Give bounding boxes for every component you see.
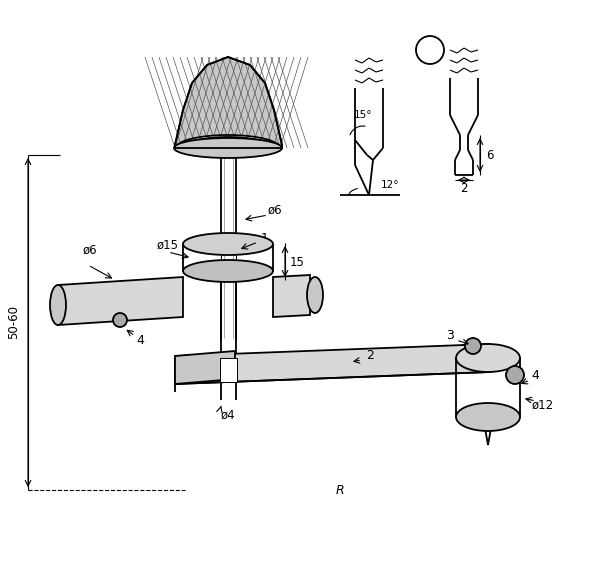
Ellipse shape xyxy=(456,344,520,372)
Text: 50-60: 50-60 xyxy=(8,305,21,339)
Text: 1: 1 xyxy=(261,232,269,244)
Text: 3: 3 xyxy=(425,43,435,57)
Text: ø6: ø6 xyxy=(83,244,97,257)
Ellipse shape xyxy=(183,233,273,255)
Polygon shape xyxy=(273,275,310,317)
Text: 6: 6 xyxy=(486,148,494,161)
Ellipse shape xyxy=(183,260,273,282)
Text: ø12: ø12 xyxy=(532,399,554,411)
Polygon shape xyxy=(175,57,282,148)
Text: ø15: ø15 xyxy=(157,239,179,252)
Text: ø4: ø4 xyxy=(221,408,235,421)
Polygon shape xyxy=(175,351,235,384)
Text: 2: 2 xyxy=(366,349,374,361)
Text: 15: 15 xyxy=(289,256,305,269)
Ellipse shape xyxy=(113,313,127,327)
Text: 12°: 12° xyxy=(381,180,399,190)
Ellipse shape xyxy=(465,338,481,354)
Ellipse shape xyxy=(506,366,524,384)
Text: 3: 3 xyxy=(446,328,454,341)
Text: 15°: 15° xyxy=(354,110,372,120)
Text: R: R xyxy=(336,483,345,496)
Ellipse shape xyxy=(50,285,66,325)
Polygon shape xyxy=(58,277,183,325)
Polygon shape xyxy=(175,344,490,384)
Text: ø6: ø6 xyxy=(268,203,282,216)
Ellipse shape xyxy=(416,36,444,64)
Text: 2: 2 xyxy=(460,182,467,194)
Text: 4: 4 xyxy=(136,333,144,346)
Ellipse shape xyxy=(456,403,520,431)
Ellipse shape xyxy=(174,138,282,158)
Ellipse shape xyxy=(307,277,323,313)
Text: 4: 4 xyxy=(531,369,539,382)
Polygon shape xyxy=(220,358,237,382)
